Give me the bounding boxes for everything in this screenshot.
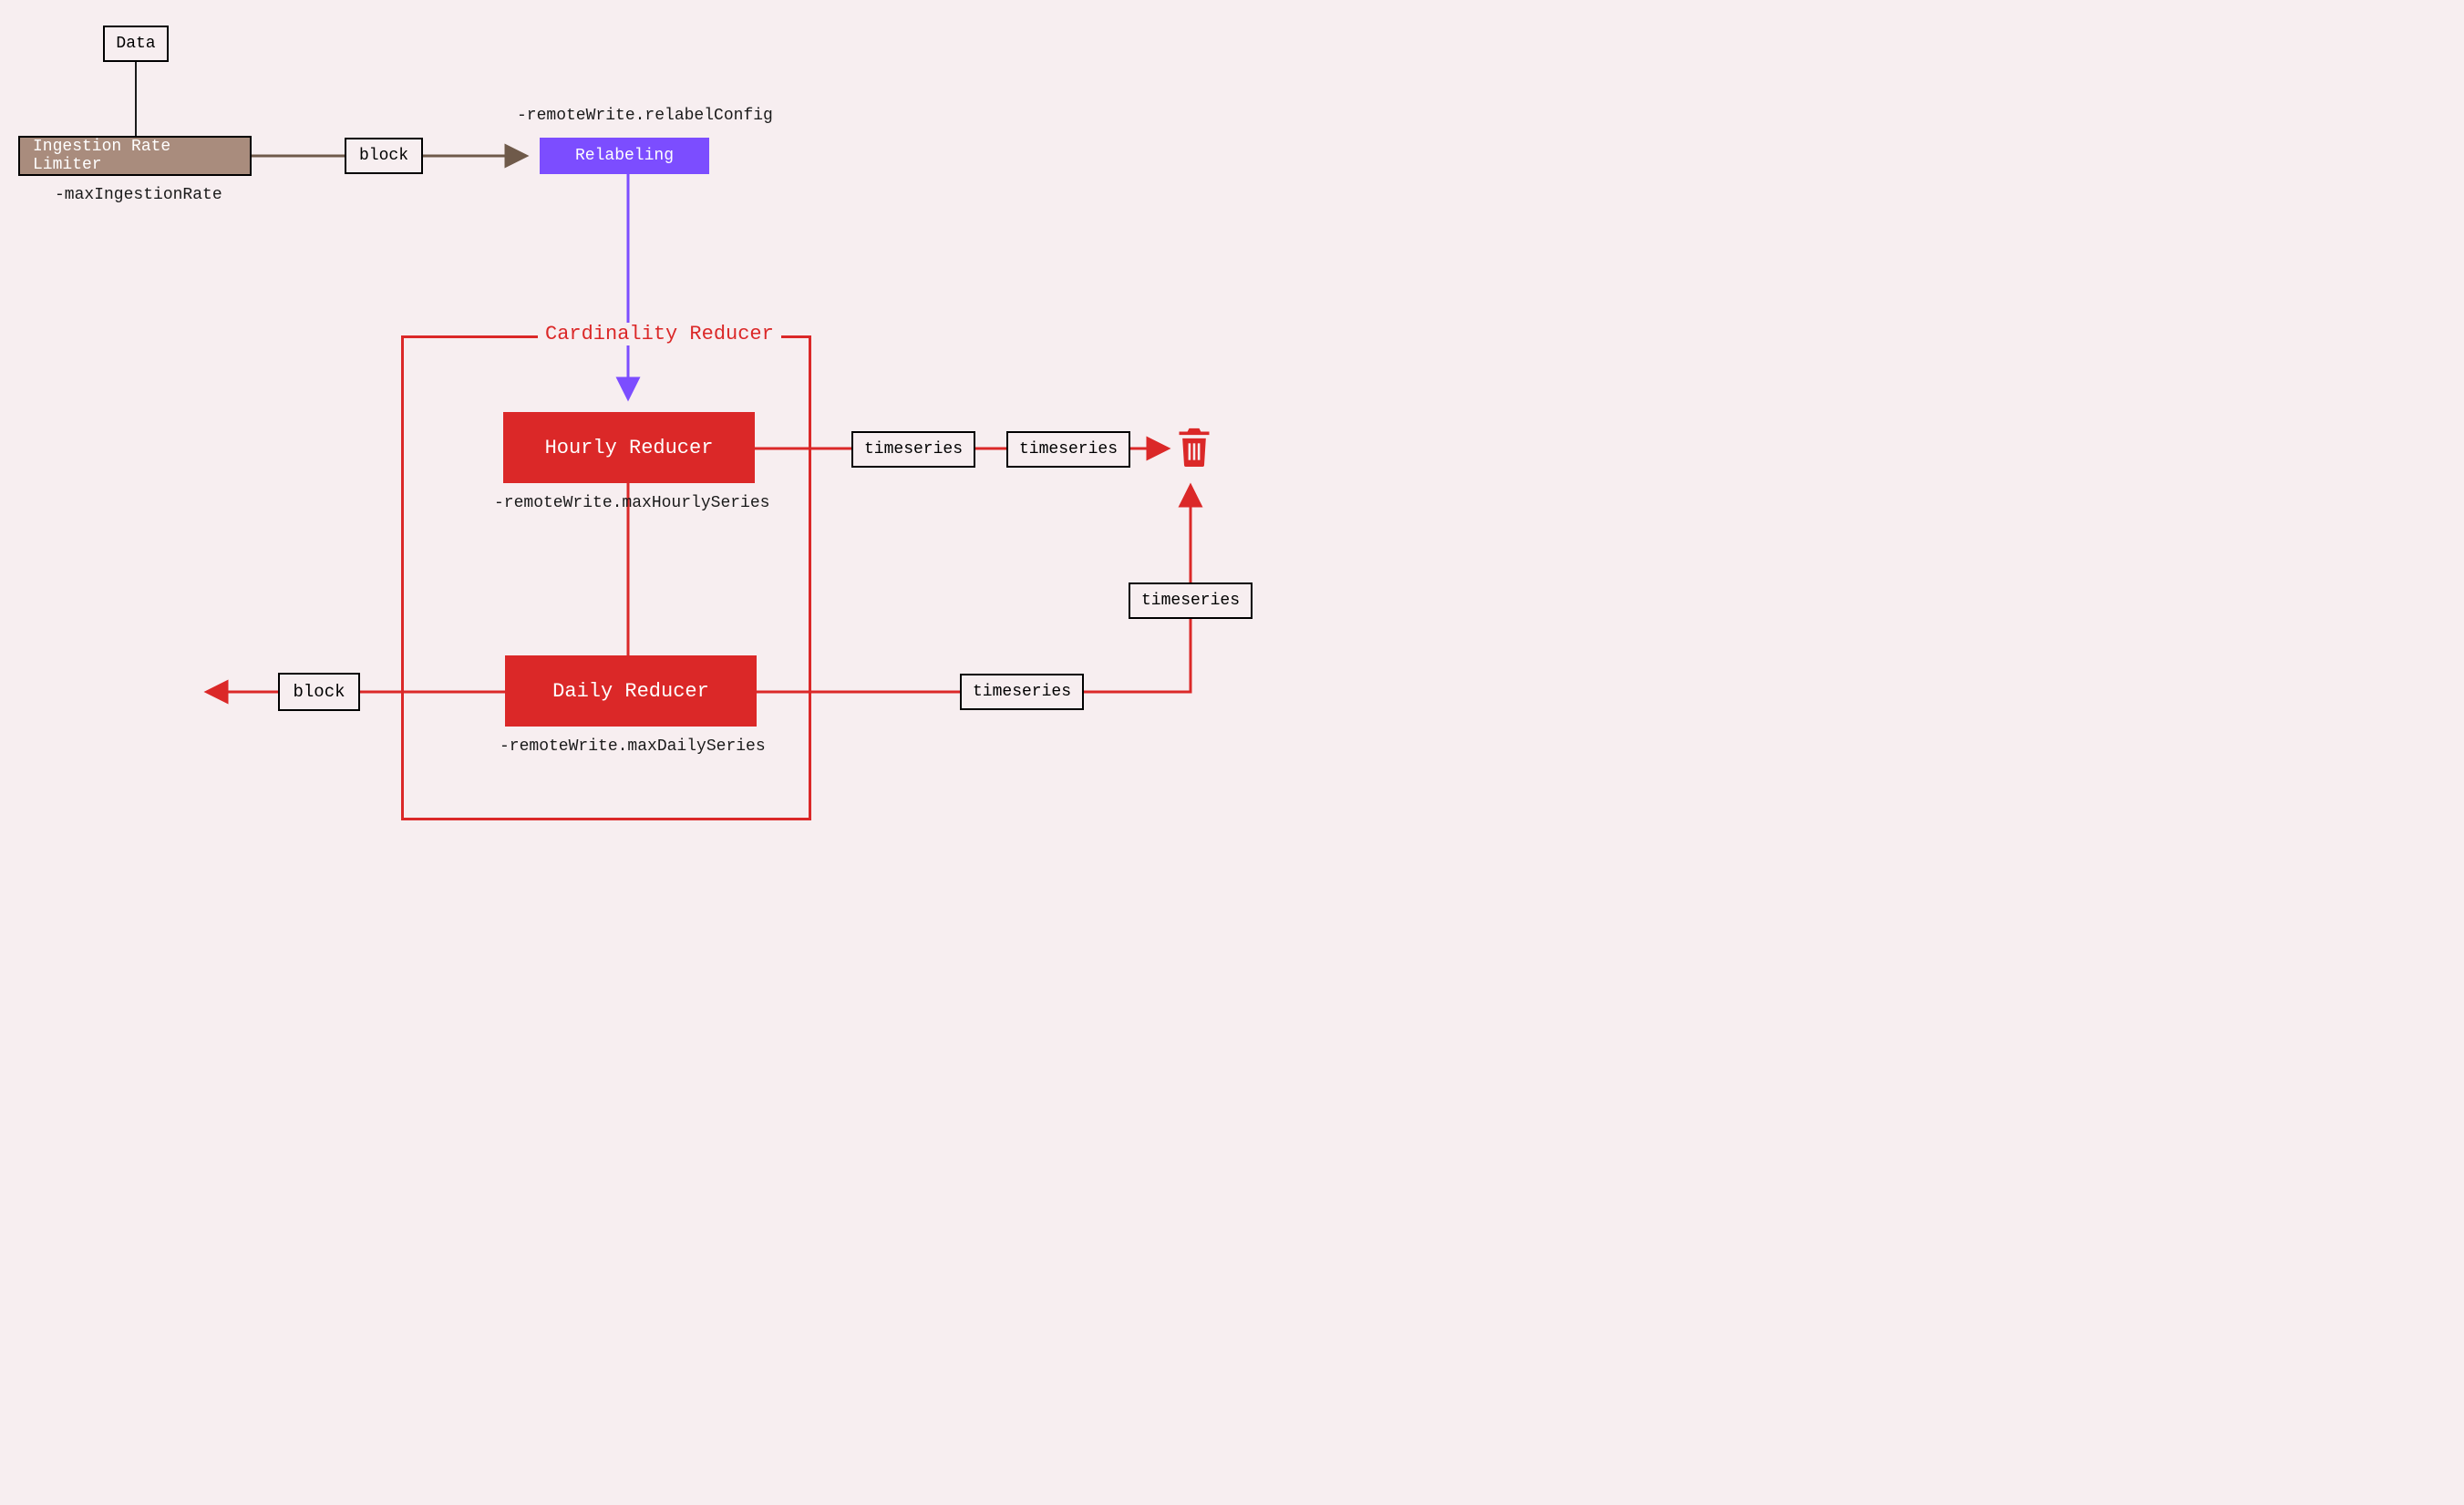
data-node: Data xyxy=(103,26,169,62)
trash-icon xyxy=(1174,425,1214,473)
group-title: Cardinality Reducer xyxy=(538,323,781,345)
ts3-node: timeseries xyxy=(960,674,1084,710)
ts2-node: timeseries xyxy=(1006,431,1130,468)
hourly-reducer-label: Hourly Reducer xyxy=(545,437,714,459)
rate-limiter-label: Ingestion Rate Limiter xyxy=(33,138,237,174)
hourly-sublabel: -remoteWrite.maxHourlySeries xyxy=(494,494,769,512)
daily-sublabel: -remoteWrite.maxDailySeries xyxy=(500,737,766,756)
ts2-label: timeseries xyxy=(1019,440,1118,459)
rate-limiter-sublabel: -maxIngestionRate xyxy=(55,186,222,204)
hourly-reducer-node: Hourly Reducer xyxy=(503,412,755,483)
block1-node: block xyxy=(345,138,423,174)
block2-label: block xyxy=(293,682,345,702)
ts1-label: timeseries xyxy=(864,440,963,459)
relabeling-label: Relabeling xyxy=(575,147,674,165)
ts4-label: timeseries xyxy=(1141,592,1240,610)
ts1-node: timeseries xyxy=(851,431,975,468)
block1-label: block xyxy=(359,147,408,165)
data-label: Data xyxy=(116,35,155,53)
daily-reducer-node: Daily Reducer xyxy=(505,655,757,727)
relabel-sublabel: -remoteWrite.relabelConfig xyxy=(517,107,773,125)
daily-reducer-label: Daily Reducer xyxy=(552,680,709,703)
block2-node: block xyxy=(278,673,360,711)
relabeling-node: Relabeling xyxy=(540,138,709,174)
edge-ts3-to-ts4 xyxy=(1084,619,1191,692)
rate-limiter-node: Ingestion Rate Limiter xyxy=(18,136,252,176)
ts3-label: timeseries xyxy=(973,683,1071,701)
ts4-node: timeseries xyxy=(1129,582,1253,619)
